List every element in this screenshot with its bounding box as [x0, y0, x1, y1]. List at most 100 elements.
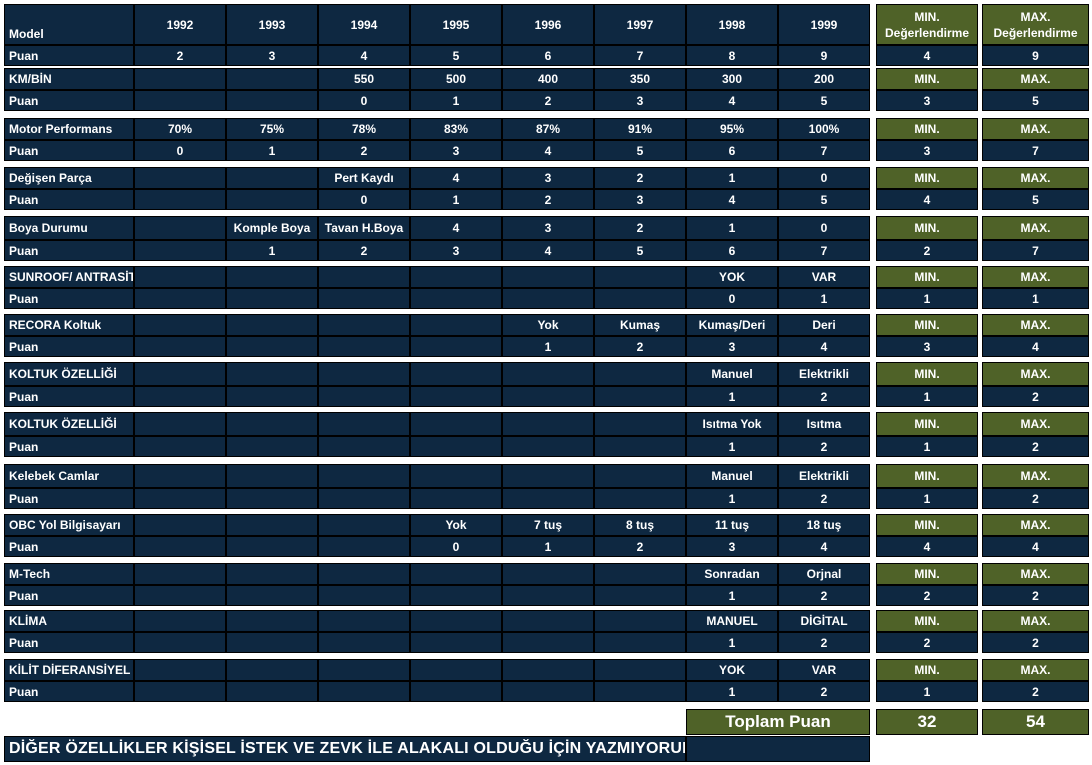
- value-cell[interactable]: 3: [502, 167, 594, 189]
- puan-cell[interactable]: 2: [778, 386, 870, 407]
- puan-cell[interactable]: 3: [410, 140, 502, 161]
- puan-label[interactable]: Puan: [4, 336, 134, 357]
- max-header[interactable]: MAX.: [982, 514, 1089, 536]
- value-cell[interactable]: [410, 563, 502, 585]
- value-cell[interactable]: [134, 266, 226, 288]
- max-score[interactable]: 9: [982, 45, 1089, 66]
- row-label[interactable]: Değişen Parça: [4, 167, 134, 189]
- puan-cell[interactable]: [134, 436, 226, 457]
- puan-cell[interactable]: [318, 536, 410, 557]
- puan-cell[interactable]: [594, 681, 686, 702]
- puan-label[interactable]: Puan: [4, 288, 134, 309]
- max-score[interactable]: 7: [982, 240, 1089, 261]
- puan-cell[interactable]: [594, 436, 686, 457]
- puan-cell[interactable]: [318, 436, 410, 457]
- max-score[interactable]: 2: [982, 436, 1089, 457]
- max-score[interactable]: 4: [982, 336, 1089, 357]
- puan-cell[interactable]: [226, 288, 318, 309]
- value-cell[interactable]: 75%: [226, 118, 318, 140]
- row-label[interactable]: Kelebek Camlar: [4, 464, 134, 488]
- puan-cell[interactable]: 5: [778, 189, 870, 210]
- min-header[interactable]: MIN.: [876, 314, 978, 336]
- value-cell[interactable]: 4: [410, 167, 502, 189]
- value-cell[interactable]: [226, 563, 318, 585]
- row-label[interactable]: KLİMA: [4, 610, 134, 632]
- value-cell[interactable]: 70%: [134, 118, 226, 140]
- puan-cell[interactable]: 3: [686, 536, 778, 557]
- value-cell[interactable]: 95%: [686, 118, 778, 140]
- min-header[interactable]: MIN.: [876, 118, 978, 140]
- value-cell[interactable]: Deri: [778, 314, 870, 336]
- puan-label[interactable]: Puan: [4, 488, 134, 509]
- max-header[interactable]: MAX.: [982, 464, 1089, 488]
- puan-label[interactable]: Puan: [4, 140, 134, 161]
- value-cell[interactable]: [410, 412, 502, 436]
- value-cell[interactable]: 2: [594, 216, 686, 240]
- row-label[interactable]: KM/BİN: [4, 68, 134, 90]
- puan-cell[interactable]: [502, 632, 594, 653]
- value-cell[interactable]: [410, 610, 502, 632]
- puan-cell[interactable]: 1: [686, 681, 778, 702]
- puan-cell[interactable]: [134, 288, 226, 309]
- value-cell[interactable]: [502, 659, 594, 681]
- min-header[interactable]: MIN.: [876, 167, 978, 189]
- puan-cell[interactable]: [318, 488, 410, 509]
- value-cell[interactable]: 11 tuş: [686, 514, 778, 536]
- row-label[interactable]: OBC Yol Bilgisayarı: [4, 514, 134, 536]
- value-cell[interactable]: VAR: [778, 659, 870, 681]
- value-cell[interactable]: 350: [594, 68, 686, 90]
- value-cell[interactable]: 500: [410, 68, 502, 90]
- puan-label[interactable]: Puan: [4, 90, 134, 111]
- value-cell[interactable]: [594, 464, 686, 488]
- min-score[interactable]: 4: [876, 45, 978, 66]
- value-cell[interactable]: [134, 464, 226, 488]
- puan-cell[interactable]: 7: [594, 45, 686, 66]
- puan-label[interactable]: Puan: [4, 189, 134, 210]
- puan-label[interactable]: Puan: [4, 536, 134, 557]
- value-cell[interactable]: [134, 314, 226, 336]
- puan-label[interactable]: Puan: [4, 240, 134, 261]
- puan-cell[interactable]: 1: [686, 632, 778, 653]
- puan-cell[interactable]: 4: [778, 336, 870, 357]
- value-cell[interactable]: MANUEL: [686, 610, 778, 632]
- row-label[interactable]: Boya Durumu: [4, 216, 134, 240]
- puan-cell[interactable]: [410, 288, 502, 309]
- puan-cell[interactable]: [594, 288, 686, 309]
- value-cell[interactable]: [318, 610, 410, 632]
- puan-cell[interactable]: 7: [778, 240, 870, 261]
- puan-cell[interactable]: 2: [778, 488, 870, 509]
- max-score[interactable]: 7: [982, 140, 1089, 161]
- value-cell[interactable]: Isıtma Yok: [686, 412, 778, 436]
- max-header[interactable]: MAX.: [982, 659, 1089, 681]
- value-cell[interactable]: [594, 362, 686, 386]
- value-cell[interactable]: Elektrikli: [778, 362, 870, 386]
- value-cell[interactable]: [410, 266, 502, 288]
- min-header[interactable]: MIN.: [876, 563, 978, 585]
- value-cell[interactable]: [226, 266, 318, 288]
- puan-cell[interactable]: [410, 632, 502, 653]
- value-cell[interactable]: [134, 563, 226, 585]
- puan-cell[interactable]: 4: [778, 536, 870, 557]
- puan-cell[interactable]: [594, 632, 686, 653]
- year-header-1998[interactable]: 1998: [686, 4, 778, 45]
- puan-cell[interactable]: [410, 488, 502, 509]
- value-cell[interactable]: [226, 167, 318, 189]
- value-cell[interactable]: [134, 68, 226, 90]
- puan-cell[interactable]: [134, 336, 226, 357]
- puan-cell[interactable]: [410, 681, 502, 702]
- puan-label[interactable]: Puan: [4, 585, 134, 606]
- value-cell[interactable]: 8 tuş: [594, 514, 686, 536]
- value-cell[interactable]: DİGİTAL: [778, 610, 870, 632]
- puan-cell[interactable]: [226, 386, 318, 407]
- max-header[interactable]: MAX.: [982, 167, 1089, 189]
- puan-cell[interactable]: 3: [594, 189, 686, 210]
- value-cell[interactable]: 18 tuş: [778, 514, 870, 536]
- max-score[interactable]: 2: [982, 488, 1089, 509]
- value-cell[interactable]: [318, 563, 410, 585]
- max-score[interactable]: 1: [982, 288, 1089, 309]
- puan-cell[interactable]: [226, 536, 318, 557]
- puan-cell[interactable]: 2: [318, 240, 410, 261]
- value-cell[interactable]: 83%: [410, 118, 502, 140]
- value-cell[interactable]: Pert Kaydı: [318, 167, 410, 189]
- max-header[interactable]: MAX.: [982, 412, 1089, 436]
